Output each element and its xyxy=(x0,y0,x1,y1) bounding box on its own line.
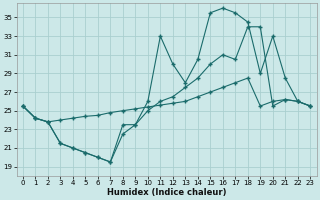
X-axis label: Humidex (Indice chaleur): Humidex (Indice chaleur) xyxy=(107,188,226,197)
